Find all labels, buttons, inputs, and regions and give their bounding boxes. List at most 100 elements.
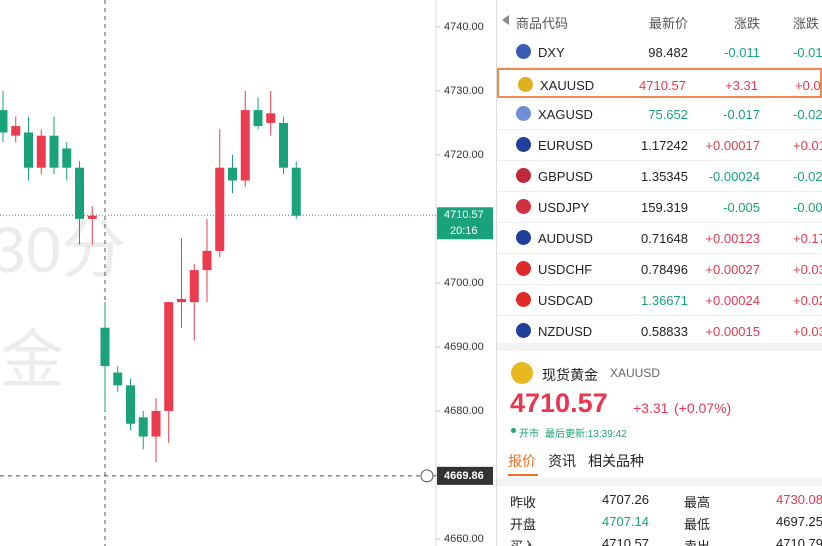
y-tick-label: 4690.00 — [444, 341, 484, 353]
y-tick-label: 4660.00 — [444, 533, 484, 545]
candle-body — [291, 167, 301, 216]
crosshair-label-bg — [437, 466, 493, 485]
flag — [516, 323, 531, 338]
tab-underline — [508, 474, 538, 476]
header-icon — [502, 15, 509, 25]
price: 1.36671 — [641, 293, 688, 308]
crosshair-icon — [420, 469, 434, 483]
watchlist-row[interactable]: USDCHF 0.78496 +0.00027 +0.03 — [497, 254, 822, 285]
change: +0.00024 — [705, 293, 760, 308]
price: 98.482 — [648, 45, 688, 60]
candle-body — [151, 410, 161, 437]
stat: 4707.26 — [602, 492, 649, 507]
stat: 开盘 — [510, 517, 537, 532]
watchlist-row[interactable]: XAGUSD 75.652 -0.017 -0.02 — [497, 99, 822, 130]
change-pct: -0.01 — [793, 45, 822, 60]
symbol: USDCAD — [538, 293, 593, 308]
change: +0.00027 — [705, 262, 760, 277]
watchlist-row[interactable]: DXY 98.482 -0.011 -0.01 — [497, 37, 822, 68]
change-pct: +0.17 — [793, 231, 822, 246]
y-tick-label: 4680.00 — [444, 405, 484, 417]
candle-body — [164, 302, 174, 411]
candle-body — [202, 250, 212, 271]
watermark: 30分 — [0, 214, 125, 286]
y-tick-label: 4730.00 — [444, 85, 484, 97]
symbol: AUDUSD — [538, 231, 593, 246]
last-price-bg — [437, 207, 493, 240]
symbol: XAGUSD — [538, 107, 593, 122]
panel-border — [496, 0, 497, 546]
candle-body — [138, 417, 148, 437]
candle-body — [0, 110, 8, 133]
change: +0.00017 — [705, 138, 760, 153]
change: -0.00024 — [708, 169, 760, 184]
change: -0.017 — [723, 107, 760, 122]
candle-body — [240, 110, 250, 181]
symbol: USDJPY — [538, 200, 590, 215]
price: 0.78496 — [641, 262, 688, 277]
stat: 4710.57 — [602, 536, 649, 546]
candle-body — [36, 135, 46, 168]
stat: 4697.25 — [776, 514, 822, 529]
tab[interactable]: 相关品种 — [588, 453, 644, 469]
watchlist-row[interactable]: XAUUSD 4710.57 +3.31 +0.07 — [497, 68, 822, 98]
change: -0.005 — [723, 200, 760, 215]
last-price-label: 4710.57 — [444, 209, 484, 221]
stat: 最高 — [684, 495, 711, 510]
candle-body — [62, 148, 72, 168]
detail-price: 4710.57 — [510, 388, 608, 418]
change-pct: +0.02 — [793, 293, 822, 308]
flag — [516, 137, 531, 152]
tab[interactable]: 资讯 — [548, 453, 576, 469]
stat: 4707.14 — [602, 514, 649, 529]
watchlist-row[interactable]: EURUSD 1.17242 +0.00017 +0.01 — [497, 130, 822, 161]
status-dot — [511, 428, 516, 433]
candle-body — [279, 122, 288, 168]
candle-body — [126, 385, 135, 424]
price: 159.319 — [641, 200, 688, 215]
flag — [516, 199, 531, 214]
price: 75.652 — [648, 107, 688, 122]
watchlist-row[interactable]: USDJPY 159.319 -0.005 -0.00 — [497, 192, 822, 223]
flag — [516, 261, 531, 276]
flag — [516, 168, 531, 183]
stat: 买入 — [510, 536, 536, 546]
column-header: 涨跌 — [793, 16, 820, 31]
change-pct: +0.07 — [795, 78, 822, 93]
tab[interactable]: 报价 — [508, 453, 536, 469]
watchlist-row[interactable]: GBPUSD 1.35345 -0.00024 -0.02 — [497, 161, 822, 192]
candle-body — [87, 215, 97, 219]
y-tick-label: 4720.00 — [444, 149, 484, 161]
separator — [497, 478, 822, 486]
change-pct: -0.00 — [793, 200, 822, 215]
flag — [516, 230, 531, 245]
change: +0.00015 — [705, 324, 760, 339]
flag — [518, 77, 533, 92]
gold-icon — [511, 362, 533, 384]
flag — [516, 44, 531, 59]
candle-body — [11, 126, 21, 136]
price: 1.35345 — [641, 169, 688, 184]
change: -0.011 — [724, 45, 760, 60]
flag — [516, 292, 531, 307]
stat: 昨收 — [510, 495, 537, 510]
candle-body — [228, 167, 237, 181]
candle-body — [189, 270, 199, 303]
column-header: 商品代码 — [516, 16, 569, 31]
symbol: DXY — [538, 45, 565, 60]
symbol: GBPUSD — [538, 169, 593, 184]
candle-body — [253, 110, 263, 127]
price: 1.17242 — [641, 138, 688, 153]
countdown: 20:16 — [450, 225, 478, 237]
stat: 卖出 — [684, 536, 710, 546]
candle-body — [113, 372, 123, 386]
watchlist-row[interactable]: USDCAD 1.36671 +0.00024 +0.02 — [497, 285, 822, 316]
change-pct: -0.02 — [793, 107, 822, 122]
change-pct: +0.03 — [793, 324, 822, 339]
change: +3.31 — [725, 78, 758, 93]
watchlist-row[interactable]: AUDUSD 0.71648 +0.00123 +0.17 — [497, 223, 822, 254]
candle-body — [24, 132, 33, 168]
column-header: 涨跌 — [733, 16, 760, 31]
detail-pct: (+0.07%) — [674, 400, 732, 416]
